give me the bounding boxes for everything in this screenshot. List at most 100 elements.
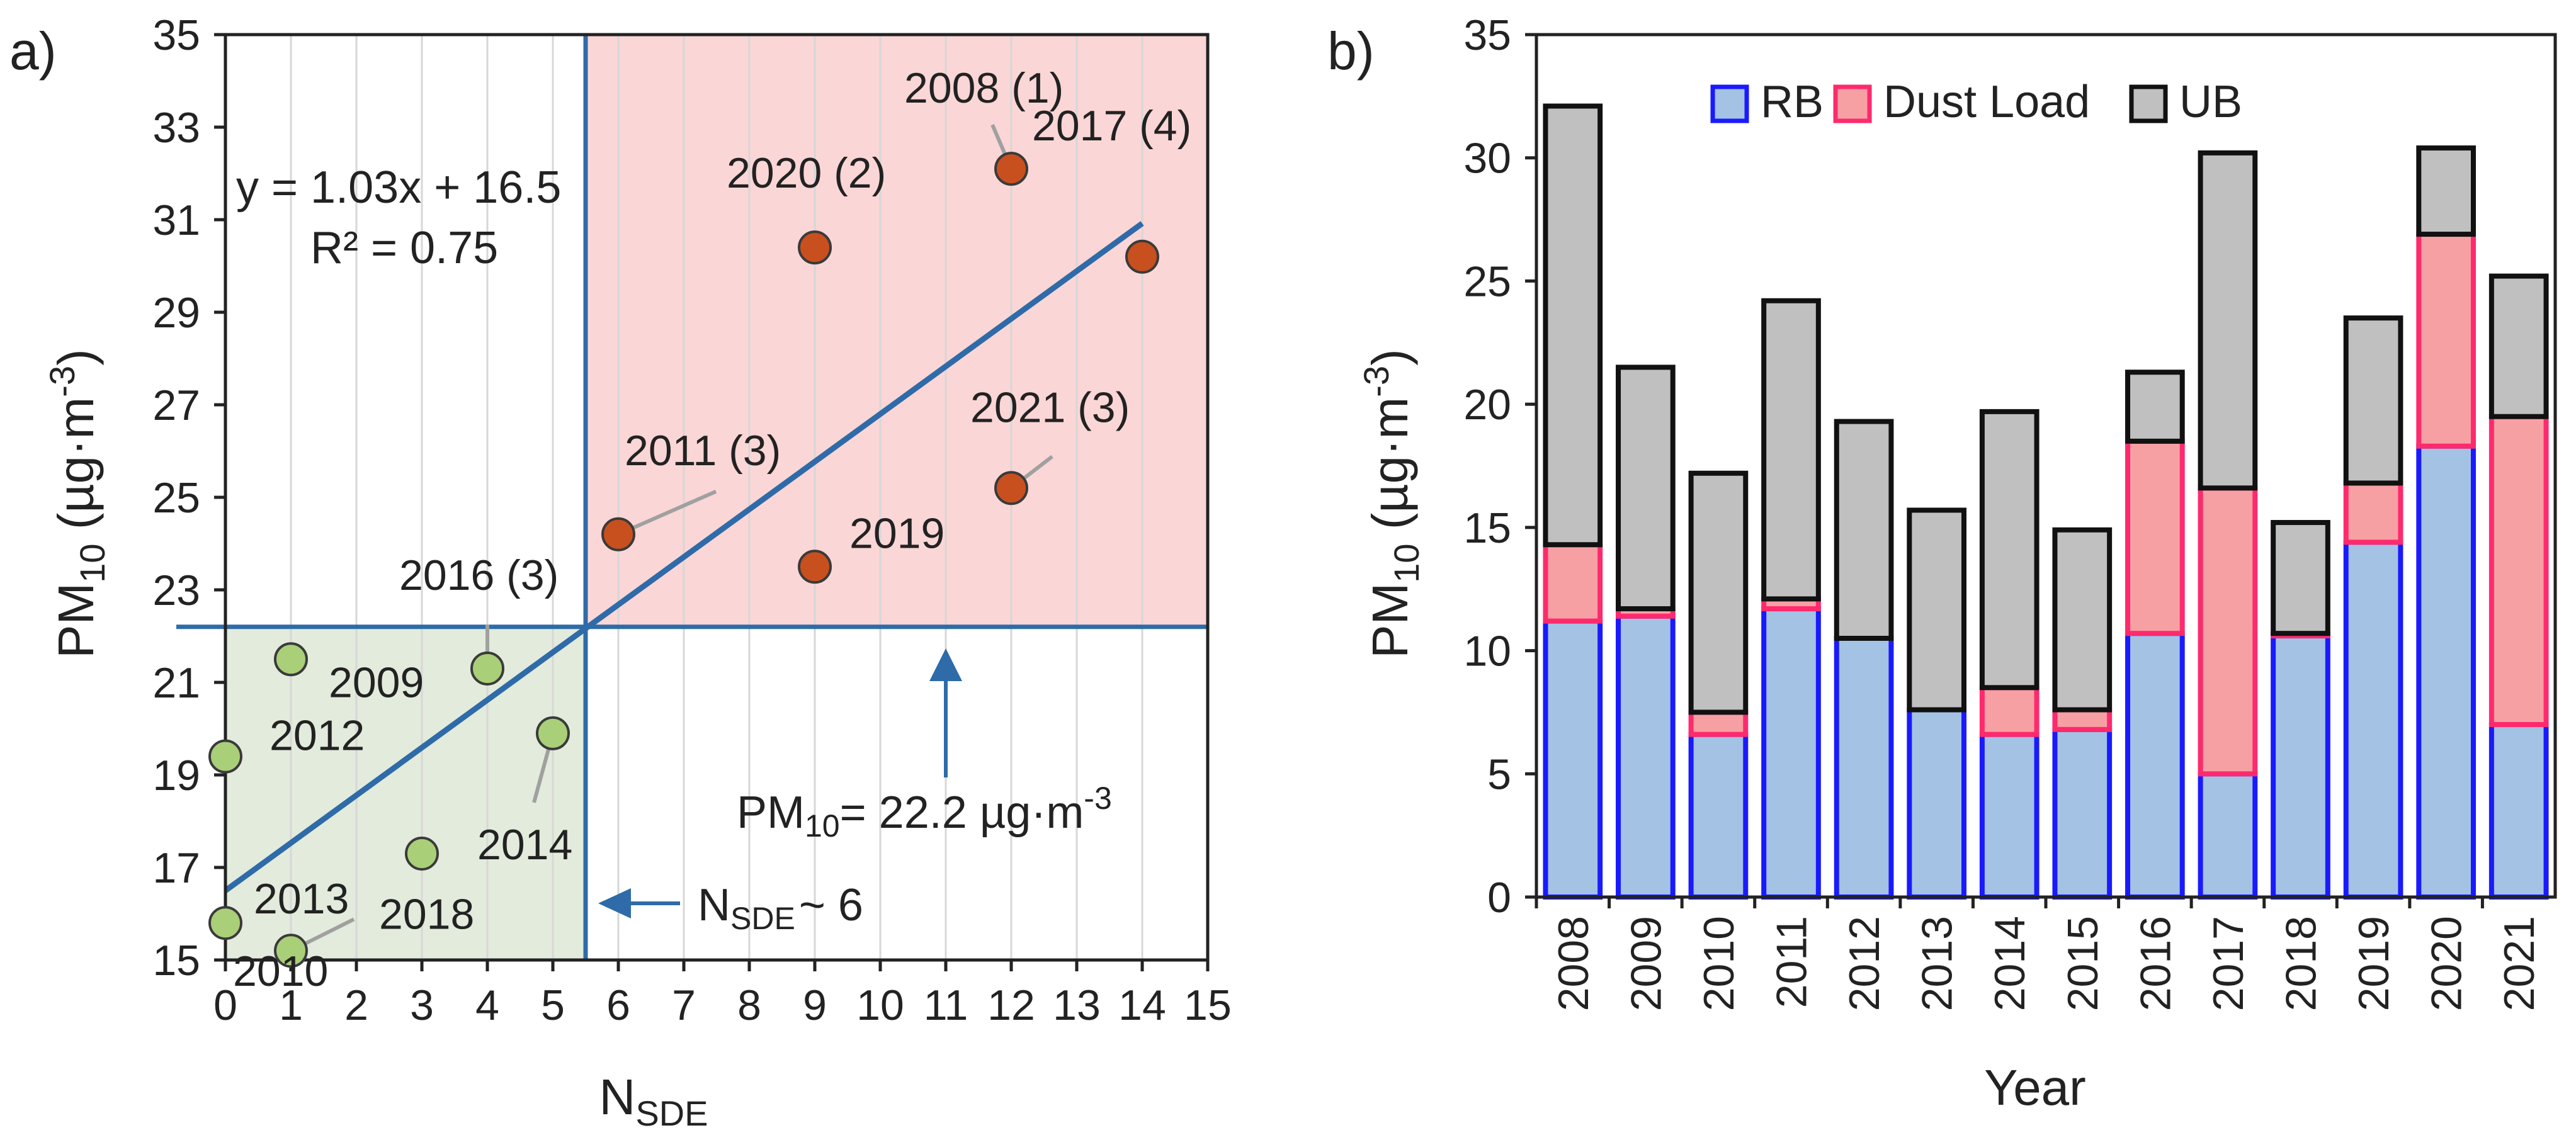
y-tick-label: 33 — [152, 104, 200, 152]
x-tick-label: 13 — [1053, 981, 1101, 1029]
bar-stack-2016 — [2125, 370, 2185, 900]
x-tick-label: 14 — [1118, 981, 1166, 1029]
x-tick-labels-b: 2008 2009 2010 2011 2012 2013 2014 2015 2016 2017… — [1550, 916, 2543, 1011]
bar-rb-2010 — [1688, 731, 1749, 900]
bar-rb-2011 — [1761, 606, 1821, 900]
bar-stack-2008 — [1543, 103, 1603, 900]
bar-dust-load-2010 — [1688, 709, 1749, 737]
y-tick-label: 25 — [152, 474, 200, 522]
x-tick-label: 2018 — [2278, 916, 2325, 1011]
pm10-threshold-annotation: PM10= 22.2 µg·m-3 — [737, 781, 1112, 844]
bar-rb-2008 — [1543, 618, 1603, 900]
x-tick-label: 2009 — [1622, 916, 1670, 1011]
x-axis-title-a: NSDE — [599, 1069, 708, 1133]
y-tick-label: 21 — [152, 659, 200, 707]
bar-stack-2017 — [2198, 150, 2258, 900]
point-label-2017: 2017 (4) — [1032, 102, 1191, 150]
y-tick-label: 5 — [1487, 750, 1511, 798]
bar-rb-2009 — [1616, 613, 1676, 900]
point-2010 — [405, 836, 439, 871]
legend-swatch — [2129, 84, 2168, 123]
point-label-2008: 2008 (1) — [904, 64, 1064, 112]
x-tick-label: 9 — [803, 981, 827, 1029]
point-label-2014: 2014 — [477, 821, 572, 869]
panel-a-scatter: a) 0 1 2 3 4 5 6 7 8 9 10 11 12 13 14 15 15171921232527… — [9, 11, 1232, 1133]
point-label-2018: 2018 — [379, 890, 474, 938]
y-tick-label: 35 — [152, 11, 200, 59]
regression-equation: y = 1.03x + 16.5 — [236, 162, 561, 213]
bar-rb-2019 — [2343, 539, 2403, 900]
bar-rb-2014 — [1979, 731, 2040, 900]
point-2021 — [994, 471, 1028, 505]
x-tick-label: 6 — [606, 981, 630, 1029]
point-label-2010: 2010 — [233, 947, 328, 995]
bar-stack-2020 — [2416, 145, 2476, 900]
panel-b-label: b) — [1327, 21, 1375, 81]
regression-line — [224, 221, 1144, 893]
point-label-2012: 2012 — [270, 712, 365, 760]
x-tick-label: 12 — [987, 981, 1035, 1029]
point-2008 — [994, 152, 1028, 186]
high-pm-zone — [586, 35, 1208, 627]
bar-ub-2015 — [2052, 527, 2113, 713]
x-tick-label: 2021 — [2495, 916, 2543, 1011]
bar-ub-2018 — [2271, 520, 2330, 636]
y-tick-label: 15 — [1463, 504, 1511, 552]
panel-a-label: a) — [9, 21, 57, 81]
x-tick-label: 3 — [410, 981, 434, 1029]
x-tick-label: 2012 — [1841, 916, 1888, 1011]
legend-label: Dust Load — [1883, 77, 2090, 127]
bar-dust-load-2020 — [2416, 232, 2476, 449]
x-tick-label: 2014 — [1986, 916, 2034, 1011]
bar-stack-2018 — [2271, 520, 2330, 900]
y-tick-label: 30 — [1463, 135, 1511, 183]
bar-ub-2008 — [1543, 103, 1603, 548]
y-tick-label: 31 — [152, 196, 200, 244]
bar-stack-2011 — [1761, 298, 1821, 900]
r-squared: R² = 0.75 — [310, 223, 498, 273]
y-tick-label: 27 — [152, 381, 200, 429]
x-axis-title-b: Year — [1984, 1059, 2086, 1115]
bar-dust-load-2015 — [2052, 707, 2113, 732]
point-label-2011: 2011 (3) — [625, 427, 781, 475]
point-2020 — [798, 230, 832, 265]
x-tick-label: 2 — [344, 981, 368, 1029]
x-tick-label: 2020 — [2423, 916, 2471, 1011]
bar-rb-2020 — [2416, 443, 2476, 900]
point-2012 — [208, 739, 242, 774]
bar-ub-2021 — [2488, 273, 2549, 419]
legend-item-rb: RB — [1710, 77, 1824, 127]
y-tick-label: 35 — [1463, 11, 1511, 59]
x-tick-labels-a: 0 1 2 3 4 5 6 7 8 9 10 11 12 13 14 15 — [213, 981, 1232, 1029]
nsde-threshold-annotation: NSDE~ 6 — [698, 880, 863, 936]
scatter-points — [208, 152, 1159, 968]
legend-swatch — [1833, 84, 1872, 123]
legend-label: UB — [2179, 77, 2242, 127]
x-tick-label: 2010 — [1695, 916, 1743, 1011]
point-label-2021: 2021 (3) — [970, 383, 1130, 431]
point-2009 — [274, 642, 308, 677]
bar-rb-2016 — [2125, 631, 2185, 900]
bar-stack-2010 — [1688, 470, 1749, 900]
y-tick-label: 20 — [1463, 381, 1511, 429]
y-tick-label: 0 — [1487, 874, 1511, 922]
x-tick-label: 2011 — [1768, 916, 1816, 1008]
bar-ub-2011 — [1761, 298, 1821, 602]
bar-rb-2018 — [2271, 633, 2330, 900]
bar-stack-2015 — [2052, 527, 2113, 900]
legend-item-ub: UB — [2129, 77, 2242, 127]
point-label-2019: 2019 — [849, 509, 945, 557]
y-tick-label: 15 — [152, 937, 200, 985]
x-tick-label: 15 — [1184, 981, 1232, 1029]
y-axis-title-a: PM10 (µg·m-3) — [42, 349, 112, 658]
bar-ub-2019 — [2343, 315, 2403, 486]
x-tick-label: 7 — [672, 981, 696, 1029]
bar-rb-2017 — [2198, 771, 2258, 900]
bar-stack-2013 — [1907, 507, 1966, 900]
bar-dust-load-2016 — [2125, 438, 2185, 636]
x-tick-label: 8 — [737, 981, 761, 1029]
x-tick-label: 0 — [213, 981, 237, 1029]
bar-dust-load-2019 — [2343, 480, 2403, 545]
bar-rb-2021 — [2488, 722, 2549, 900]
bar-stack-2009 — [1616, 364, 1676, 900]
